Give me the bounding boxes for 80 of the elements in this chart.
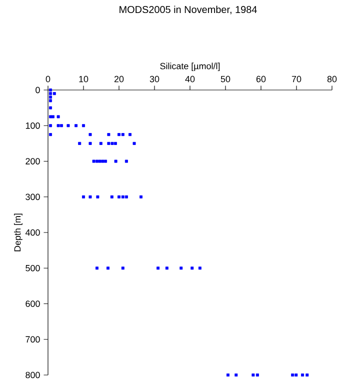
point [140,195,143,198]
point [124,195,128,198]
point [256,374,259,376]
point [92,160,96,163]
y-axis-title: Depth [m] [14,214,22,252]
point [95,160,98,163]
point [48,124,52,128]
x-tick-label: 80 [327,76,337,82]
point [107,142,110,145]
point [132,142,136,145]
y-tick-label: 300 [26,194,40,200]
y-tick-label: 0 [36,86,40,94]
point [48,88,52,92]
point [118,133,120,136]
point [180,266,183,270]
x-tick-label: 40 [185,76,195,82]
point [114,142,117,145]
point [88,133,92,136]
point [121,133,124,136]
y-tick-label: 600 [26,300,40,307]
point [198,266,202,270]
point [190,266,194,270]
y-tick-label: 500 [26,264,40,272]
point [107,133,110,136]
y-tick-label: 100 [26,122,40,129]
point [56,115,60,118]
y-tick-label: 800 [26,372,40,378]
point [104,160,108,163]
y-tick-label: 400 [25,229,40,236]
point [66,124,70,128]
point [128,133,132,136]
point [48,106,52,110]
x-tick-label: 10 [79,76,88,82]
x-tick-label: 20 [114,76,124,82]
point [306,374,309,376]
y-tick-label: 200 [26,158,40,164]
point [48,133,52,136]
point [121,266,124,270]
point [301,374,304,376]
point [88,142,92,145]
point [82,195,85,198]
point [121,195,124,198]
point [74,124,78,128]
point [165,266,168,270]
point [99,142,102,145]
x-tick-label: 0 [46,76,50,82]
x-tick-label: 70 [292,76,302,82]
point [110,195,114,198]
point [156,266,160,270]
point [234,374,238,376]
point [226,374,230,376]
x-tick-label: 30 [150,76,160,82]
point [48,99,52,102]
y-tick-label: 700 [26,336,40,343]
point [95,266,98,270]
point [88,195,92,198]
point [60,124,63,128]
chart-title: MODS2005 in November, 1984 [120,6,257,14]
point [252,374,255,376]
point [98,160,102,163]
point [118,195,120,198]
point [51,115,54,118]
point [101,160,104,163]
point [52,92,56,96]
x-axis-title: Silicate [µmol/l] [160,62,220,72]
point [294,374,298,376]
point [82,124,85,128]
x-tick-label: 50 [220,76,230,82]
point [48,96,52,99]
point [291,374,294,376]
point [78,142,82,145]
x-tick-label: 60 [256,76,266,82]
point [96,195,100,198]
point [114,160,118,163]
point [48,92,52,96]
point [124,160,128,163]
point [48,115,52,118]
point [56,124,60,128]
point [106,266,110,270]
point [110,142,114,145]
